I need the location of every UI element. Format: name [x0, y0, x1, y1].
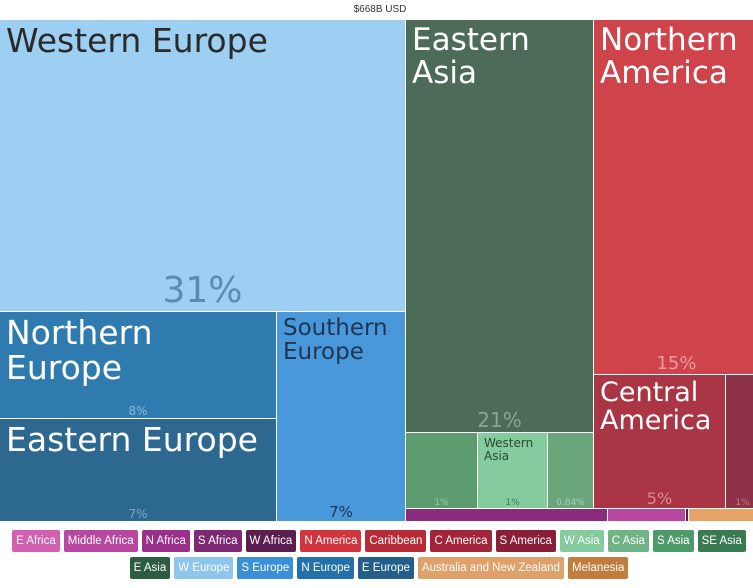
tile-percent-label: 7%	[329, 503, 353, 521]
tile-percent-label: 7%	[128, 507, 148, 521]
tile-percent-label: 15%	[656, 353, 697, 374]
legend-item[interactable]: E Africa	[12, 530, 60, 552]
treemap-tile[interactable]: Western Europe 31%	[0, 20, 406, 312]
treemap-tile[interactable]: Central America 5%	[594, 375, 726, 509]
legend-item[interactable]: Caribbean	[365, 530, 427, 552]
tile-percent-label: 1%	[434, 498, 449, 508]
tile-label: Eastern Europe	[6, 420, 258, 459]
legend-item[interactable]: S Europe	[237, 557, 294, 579]
legend-item[interactable]: W Africa	[245, 530, 297, 552]
legend-item[interactable]: C America	[430, 530, 492, 552]
tile-label: Eastern Asia	[412, 22, 530, 91]
tile-percent-label: 1%	[505, 498, 520, 508]
legend-item[interactable]: Melanesia	[567, 557, 629, 579]
legend-item[interactable]: W Europe	[174, 557, 234, 579]
legend-item[interactable]: S America	[495, 530, 556, 552]
tile-label: Western Asia	[484, 436, 534, 463]
tile-label: Northern Europe	[6, 313, 153, 387]
treemap-tile[interactable]	[689, 509, 753, 522]
treemap-tile[interactable]: Western Asia 1%	[478, 433, 548, 509]
tile-percent-label: 8%	[128, 404, 148, 418]
treemap-tile[interactable]	[406, 509, 608, 522]
treemap-tile[interactable]: Eastern Europe 7%	[0, 419, 277, 522]
treemap-tile[interactable]: 1%	[406, 433, 478, 509]
treemap-tile[interactable]: Northern America 15%	[594, 20, 753, 375]
treemap-tile[interactable]	[686, 509, 689, 522]
tile-label: Northern America	[600, 22, 738, 91]
legend-item[interactable]: N Europe	[297, 557, 354, 579]
legend-item[interactable]: N Africa	[141, 530, 190, 552]
total-value-label: $668B USD	[353, 4, 407, 15]
treemap-tile[interactable]	[608, 509, 686, 522]
legend: E Africa Middle Africa N Africa S Africa W A…	[9, 530, 749, 579]
tile-percent-label: 31%	[162, 270, 243, 311]
tile-label: Central America	[600, 377, 712, 437]
legend-item[interactable]: Australia and New Zealand	[417, 557, 564, 579]
tile-percent-label: 21%	[477, 408, 522, 432]
treemap-tile[interactable]: 0.84%	[548, 433, 594, 509]
legend-item[interactable]: C Asia	[607, 530, 649, 552]
legend-item[interactable]: S Africa	[193, 530, 242, 552]
legend-item[interactable]: E Europe	[357, 557, 414, 579]
tile-percent-label: 5%	[646, 489, 673, 508]
legend-item[interactable]: Middle Africa	[63, 530, 138, 552]
legend-item[interactable]: SE Asia	[697, 530, 746, 552]
treemap-tile[interactable]: Southern Europe 7%	[277, 312, 406, 522]
legend-item[interactable]: E Asia	[129, 557, 171, 579]
treemap-tile[interactable]: Northern Europe 8%	[0, 312, 277, 419]
treemap-chart: Western Europe 31% Northern Europe 8% Easter…	[0, 20, 753, 522]
treemap-tile[interactable]: Eastern Asia 21%	[406, 20, 594, 433]
legend-item[interactable]: S Asia	[652, 530, 694, 552]
treemap-tile[interactable]: 1%	[726, 375, 753, 509]
legend-item[interactable]: W Asia	[559, 530, 604, 552]
tile-label: Southern Europe	[283, 315, 388, 366]
tile-percent-label: 0.84%	[556, 498, 585, 508]
tile-percent-label: 1%	[735, 498, 750, 508]
legend-item[interactable]: N America	[300, 530, 362, 552]
tile-label: Western Europe	[6, 21, 268, 60]
